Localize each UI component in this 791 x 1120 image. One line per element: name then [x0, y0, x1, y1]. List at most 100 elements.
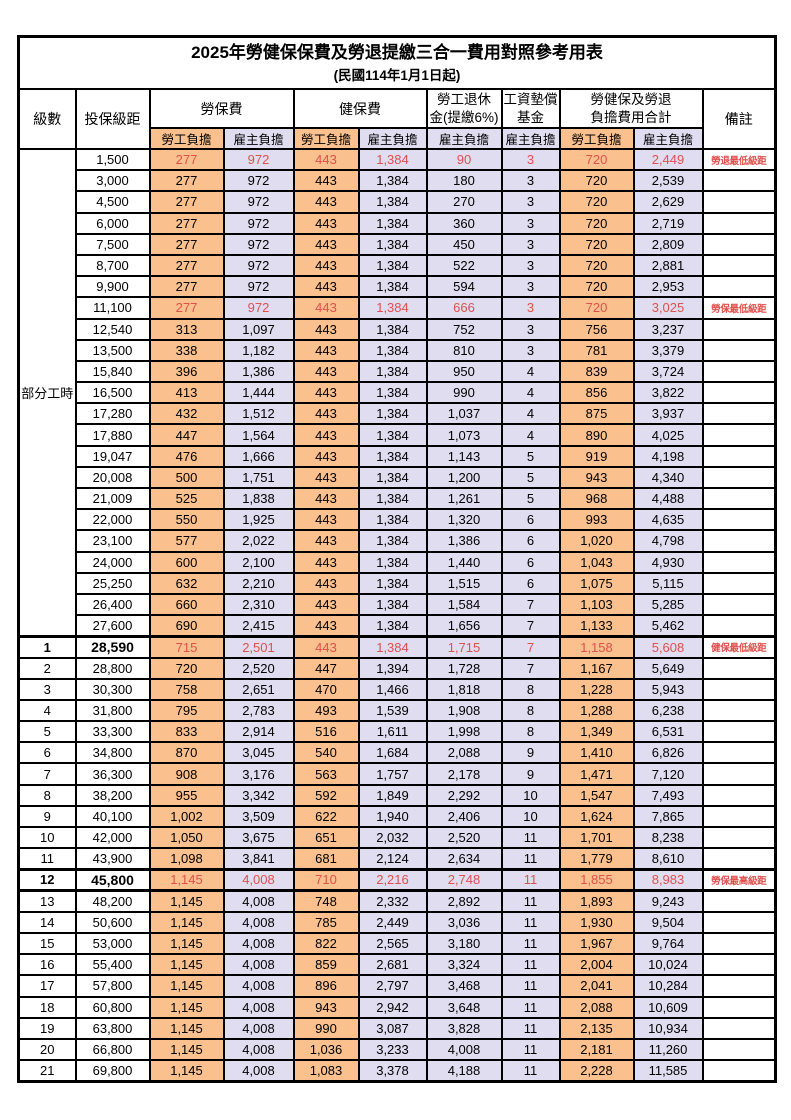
level-cell: 2: [17, 656, 77, 680]
fee-cell: 3,237: [632, 317, 704, 341]
fee-cell: 3: [500, 147, 561, 172]
table-row: 16,500 413 1,444 443 1,384 990 4 856 3,822: [19, 381, 777, 405]
fee-cell: 4,188: [425, 1059, 503, 1083]
fee-cell: 972: [222, 296, 295, 320]
fee-cell: 4,635: [632, 508, 704, 532]
fee-cell: 450: [425, 232, 503, 256]
remark-cell: [701, 1037, 777, 1062]
salary-bracket-cell: 60,800: [74, 995, 151, 1019]
remark-cell: [701, 423, 777, 447]
fee-cell: 1,384: [357, 211, 428, 235]
fee-cell: 1,145: [148, 1016, 225, 1040]
fee-cell: 2,100: [222, 550, 295, 574]
table-row: 4 31,800 795 2,783 493 1,539 1,908 8 1,288 6,238: [17, 698, 777, 723]
salary-bracket-cell: 31,800: [74, 698, 151, 723]
fee-cell: 550: [148, 508, 225, 532]
fee-cell: 443: [292, 147, 360, 172]
salary-bracket-cell: 20,008: [74, 465, 151, 490]
fee-cell: 8,983: [632, 867, 704, 893]
subheader-health-employee: 勞工負擔: [292, 127, 360, 150]
fee-cell: 3,233: [357, 1037, 428, 1062]
fee-cell: 710: [292, 867, 360, 893]
salary-bracket-cell: 6,000: [74, 211, 151, 235]
salary-bracket-cell: 28,800: [74, 656, 151, 680]
col-header-wage-fund: 工資墊償 基金: [500, 88, 561, 129]
remark-cell: [701, 931, 777, 956]
remark-cell: [701, 804, 777, 829]
fee-cell: 522: [425, 253, 503, 278]
fee-cell: 443: [292, 232, 360, 256]
fee-cell: 2,178: [425, 762, 503, 786]
fee-cell: 277: [148, 253, 225, 278]
fee-cell: 990: [425, 381, 503, 405]
fee-cell: 4,008: [222, 974, 295, 998]
fee-cell: 1,386: [222, 359, 295, 384]
fee-cell: 2,124: [357, 847, 428, 871]
fee-cell: 1,097: [222, 317, 295, 341]
fee-cell: 972: [222, 147, 295, 172]
fee-cell: 11: [500, 889, 561, 913]
salary-bracket-cell: 36,300: [74, 762, 151, 786]
level-cell: 15: [17, 931, 77, 956]
fee-cell: 7,493: [632, 783, 704, 807]
fee-cell: 443: [292, 508, 360, 532]
fee-cell: 396: [148, 359, 225, 384]
table-row: 13 48,200 1,145 4,008 748 2,332 2,892 11 1,893 9,…: [17, 889, 777, 913]
fee-cell: 11: [500, 1016, 561, 1040]
fee-cell: 600: [148, 550, 225, 574]
salary-bracket-cell: 11,100: [74, 296, 151, 320]
fee-cell: 1,893: [558, 889, 635, 913]
fee-cell: 1,384: [357, 275, 428, 299]
remark-cell: [701, 529, 777, 553]
fee-cell: 715: [148, 634, 225, 659]
fee-cell: 443: [292, 423, 360, 447]
fee-cell: 4,025: [632, 423, 704, 447]
fee-cell: 1,145: [148, 995, 225, 1019]
fee-cell: 592: [292, 783, 360, 807]
fee-cell: 277: [148, 211, 225, 235]
fee-cell: 443: [292, 486, 360, 511]
fee-cell: 4,008: [222, 953, 295, 977]
salary-bracket-cell: 53,000: [74, 931, 151, 956]
fee-cell: 2,748: [425, 867, 503, 893]
fee-cell: 748: [292, 889, 360, 913]
fee-cell: 3: [500, 169, 561, 193]
fee-cell: 3: [500, 232, 561, 256]
fee-cell: 1,701: [558, 825, 635, 850]
fee-cell: 1,940: [357, 804, 428, 829]
fee-cell: 5,115: [632, 571, 704, 595]
level-cell: 8: [17, 783, 77, 807]
table-row: 部分工時 1,500 277 972 443 1,384 90 3 720 2,449 勞退最低級距: [17, 147, 777, 638]
fee-cell: 443: [292, 550, 360, 574]
fee-cell: 10: [500, 804, 561, 829]
table-row: 6 34,800 870 3,045 540 1,684 2,088 9 1,410 6,826: [17, 741, 777, 765]
fee-reference-sheet: 2025年勞健保保費及勞退提繳三合一費用對照參考用表 (民國114年1月1日起)…: [17, 35, 777, 1083]
table-row: 8 38,200 955 3,342 592 1,849 2,292 10 1,547 7,493: [17, 783, 777, 807]
fee-cell: 2,681: [357, 953, 428, 977]
fee-cell: 1,624: [558, 804, 635, 829]
fee-cell: 516: [292, 720, 360, 744]
fee-cell: 10,024: [632, 953, 704, 977]
fee-cell: 943: [558, 465, 635, 490]
level-cell: 6: [17, 741, 77, 765]
fee-cell: 1,611: [357, 720, 428, 744]
fee-cell: 890: [558, 423, 635, 447]
fee-cell: 3,180: [425, 931, 503, 956]
level-cell: 12: [17, 867, 77, 893]
remark-cell: [701, 571, 777, 595]
fee-cell: 11,585: [632, 1059, 704, 1083]
fee-cell: 443: [292, 253, 360, 278]
fee-cell: 1,384: [357, 317, 428, 341]
fee-cell: 6: [500, 508, 561, 532]
fee-cell: 6,531: [632, 720, 704, 744]
fee-cell: 11: [500, 1037, 561, 1062]
fee-cell: 6: [500, 571, 561, 595]
page-subtitle: (民國114年1月1日起): [333, 68, 461, 83]
fee-cell: 1,145: [148, 953, 225, 977]
fee-cell: 1,145: [148, 931, 225, 956]
fee-cell: 180: [425, 169, 503, 193]
fee-cell: 3,648: [425, 995, 503, 1019]
level-cell: 5: [17, 720, 77, 744]
fee-cell: 1,288: [558, 698, 635, 723]
fee-cell: 7,865: [632, 804, 704, 829]
